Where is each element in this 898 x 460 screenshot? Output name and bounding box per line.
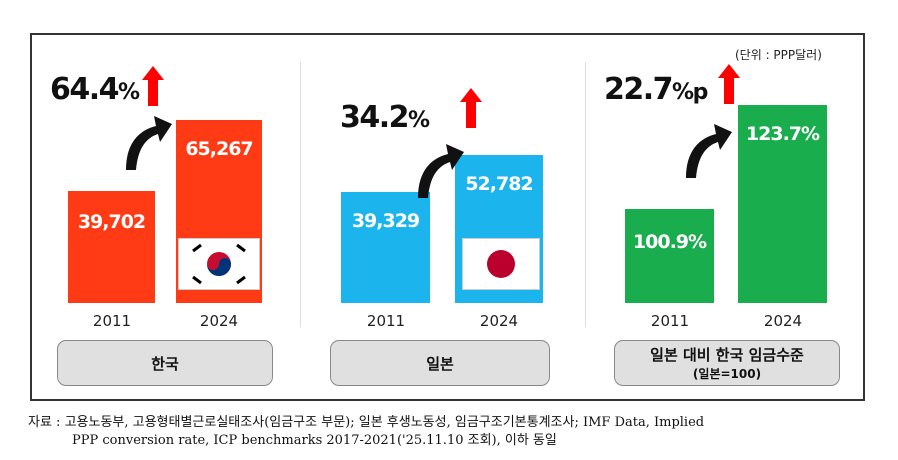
up-arrow-icon <box>460 88 482 128</box>
change-korea: 64.4% <box>50 72 140 107</box>
year-label: 2024 <box>199 312 239 330</box>
change-japan: 34.2% <box>340 100 430 135</box>
bar-ratio-2011: 100.9% <box>625 209 714 303</box>
group-label-ratio: 일본 대비 한국 임금수준 (일본=100) <box>614 340 840 386</box>
year-label: 2011 <box>650 312 690 330</box>
group-label-korea: 한국 <box>57 340 273 386</box>
up-arrow-icon <box>718 64 740 104</box>
year-label: 2024 <box>479 312 519 330</box>
korea-flag <box>178 238 260 290</box>
year-label: 2024 <box>763 312 803 330</box>
bar-ratio-2024: 123.7% <box>738 105 827 303</box>
year-label: 2011 <box>366 312 406 330</box>
source-note: 자료 : 고용노동부, 고용형태별근로실태조사(임금구조 부문); 일본 후생노… <box>28 415 705 448</box>
up-arrow-icon <box>142 66 164 106</box>
unit-note: (단위 : PPP달러) <box>735 48 822 62</box>
japan-flag <box>462 238 540 290</box>
bar-korea-2011: 39,702 <box>68 191 155 303</box>
bar-japan-2011: 39,329 <box>341 192 430 303</box>
year-label: 2011 <box>92 312 132 330</box>
change-ratio: 22.7%p <box>604 72 708 107</box>
divider <box>585 62 586 327</box>
curved-arrow-icon <box>126 116 172 170</box>
chart-frame <box>30 33 865 401</box>
group-label-japan: 일본 <box>330 340 550 386</box>
curved-arrow-icon <box>418 144 464 198</box>
curved-arrow-icon <box>686 124 732 178</box>
divider <box>300 62 301 327</box>
